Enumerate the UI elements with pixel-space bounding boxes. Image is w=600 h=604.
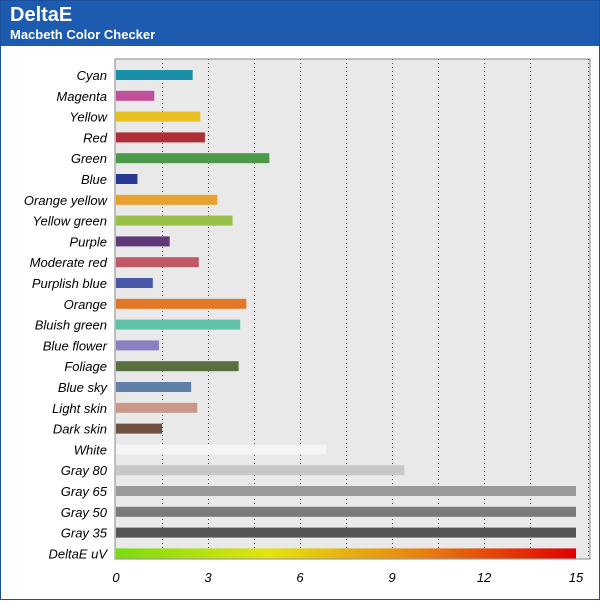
category-label: Light skin <box>52 401 107 416</box>
x-tick-label: 6 <box>296 570 304 585</box>
category-label: Bluish green <box>35 318 107 333</box>
bar-blue-flower <box>116 340 159 351</box>
category-label: Yellow green <box>33 214 107 229</box>
category-label: Dark skin <box>53 422 107 437</box>
bar-cyan <box>116 70 193 80</box>
bar-blue-sky <box>116 382 192 392</box>
bar-gray-35 <box>116 527 576 538</box>
bar-purple <box>116 236 170 247</box>
bar-yellow-green <box>116 215 233 226</box>
category-label: Orange <box>64 297 107 312</box>
bar-white <box>116 444 327 455</box>
bar-chart: Cyan Magenta Yellow Red Green Blue Orange yell… <box>24 58 591 585</box>
x-tick-label: 3 <box>204 570 212 585</box>
category-label: Gray 50 <box>61 505 108 520</box>
bar-orange-yellow <box>116 194 218 205</box>
x-tick-label: 9 <box>388 570 395 585</box>
category-label: Cyan <box>77 68 107 83</box>
category-label: Purplish blue <box>32 276 107 291</box>
category-label: Blue flower <box>43 338 108 353</box>
category-label: Magenta <box>56 89 107 104</box>
bar-light-skin <box>116 402 198 413</box>
bar-purplish-blue <box>116 278 153 288</box>
bar-blue <box>116 174 138 184</box>
category-label: DeltaE uV <box>48 546 108 561</box>
bar-green <box>116 153 270 164</box>
bar-moderate-red <box>116 257 199 268</box>
bar-foliage <box>116 361 239 372</box>
category-label: Gray 35 <box>61 526 108 541</box>
chart-area: Cyan Magenta Yellow Red Green Blue Orange yell… <box>1 49 599 599</box>
category-label: Foliage <box>64 359 107 374</box>
bar-yellow <box>116 111 201 122</box>
category-label: Blue sky <box>58 380 109 395</box>
bar-dark-skin <box>116 423 162 434</box>
bar-deltae-uv <box>116 548 576 559</box>
category-label: Red <box>83 130 108 145</box>
category-label: Green <box>71 151 107 166</box>
x-tick-label: 0 <box>112 570 120 585</box>
category-label: Moderate red <box>30 255 108 270</box>
bar-gray-80 <box>116 465 405 476</box>
category-label: Orange yellow <box>24 193 109 208</box>
bar-red <box>116 132 205 143</box>
chart-title: DeltaE <box>10 4 73 26</box>
category-label: White <box>74 442 107 457</box>
bar-magenta <box>116 90 155 101</box>
category-label: Blue <box>81 172 107 187</box>
chart-header: DeltaE Macbeth Color Checker <box>1 1 599 46</box>
category-label: Yellow <box>69 110 108 125</box>
category-label: Purple <box>69 234 107 249</box>
category-label: Gray 80 <box>61 463 108 478</box>
chart-subtitle: Macbeth Color Checker <box>10 27 156 42</box>
category-label: Gray 65 <box>61 484 108 499</box>
bar-gray-50 <box>116 506 576 517</box>
x-tick-label: 15 <box>569 570 584 585</box>
bar-bluish-green <box>116 319 241 330</box>
bar-gray-65 <box>116 486 576 496</box>
bar-orange <box>116 298 247 309</box>
x-tick-label: 12 <box>477 570 492 585</box>
